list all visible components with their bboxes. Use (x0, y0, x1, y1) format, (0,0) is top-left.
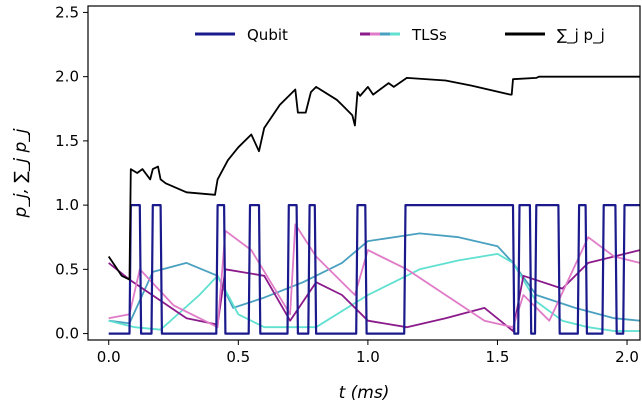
legend-label: TLSs (411, 26, 447, 44)
y-axis-label: p_j, ∑_j p_j (11, 128, 31, 218)
y-tick-label: 0.5 (55, 260, 79, 278)
y-tick-label: 0.0 (55, 325, 79, 343)
y-tick-label: 2.5 (55, 3, 79, 21)
series-line-0 (108, 204, 640, 335)
x-tick-label: 1.5 (486, 348, 510, 366)
series-line-5 (107, 75, 640, 281)
plot-area (107, 75, 640, 335)
x-tick-label: 0.5 (226, 348, 250, 366)
axes: 0.0 0.5 1.0 1.5 2.0 0.0 0.5 1.0 1.5 2.0 2.5 t (ms) p… (11, 3, 641, 403)
x-tick-label: 1.0 (356, 348, 380, 366)
series-line-4 (108, 252, 640, 332)
y-tick-label: 1.0 (55, 196, 79, 214)
series-line-2 (108, 223, 640, 329)
series-line-3 (108, 232, 640, 325)
legend-label: ∑_j p_j (557, 26, 605, 45)
axes-frame (87, 5, 641, 341)
legend-label: Qubit (247, 26, 288, 44)
y-tick-label: 1.5 (55, 132, 79, 150)
x-axis-label: t (ms) (339, 383, 390, 403)
legend: Qubit TLSs ∑_j p_j (195, 26, 605, 45)
x-tick-label: 2.0 (615, 348, 639, 366)
x-tick-label: 0.0 (97, 348, 121, 366)
y-tick-label: 2.0 (55, 68, 79, 86)
